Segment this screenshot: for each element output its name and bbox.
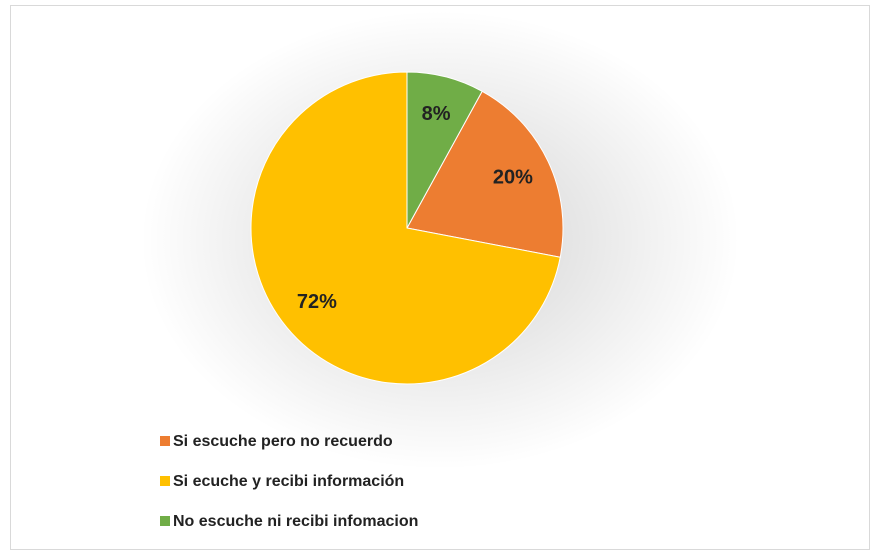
pie-slice: [250, 71, 561, 385]
data-label: 72%: [297, 291, 337, 313]
legend-swatch: [160, 436, 170, 446]
data-label: 20%: [493, 166, 533, 188]
legend-swatch: [160, 516, 170, 526]
pie-slice: [406, 71, 483, 229]
legend-label: Si escuche pero no recuerdo: [173, 433, 393, 450]
legend-label: Si ecuche y recibi información: [173, 473, 404, 490]
pie-slice: [406, 90, 564, 258]
data-label: 8%: [422, 103, 451, 125]
legend-swatch: [160, 476, 170, 486]
legend-label: No escuche ni recibi infomacion: [173, 513, 418, 530]
